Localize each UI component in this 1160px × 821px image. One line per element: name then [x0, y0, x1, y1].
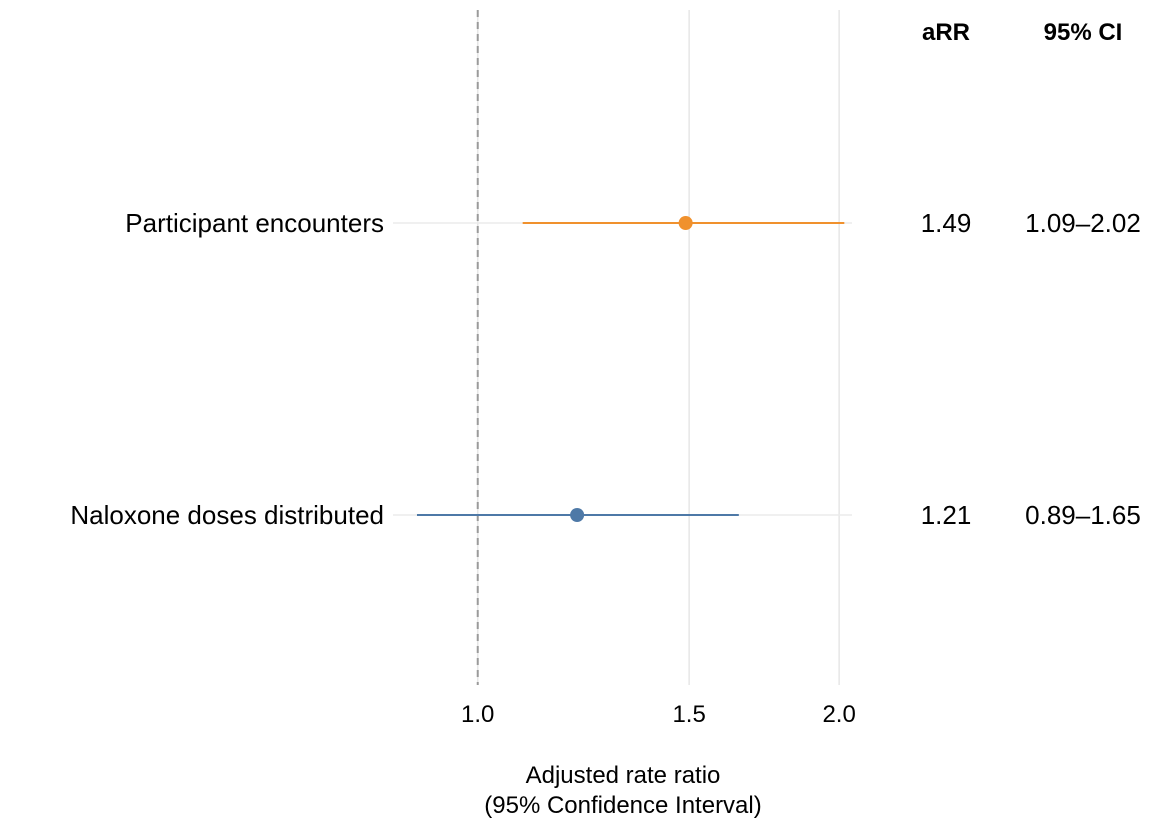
- x-tick-label: 1.0: [461, 701, 494, 728]
- estimate-value: 1.21: [921, 500, 972, 530]
- x-axis-title-line2: (95% Confidence Interval): [484, 792, 761, 819]
- x-tick-label: 1.5: [672, 701, 705, 728]
- row-0: Participant encounters 1.49 1.09–2.02: [125, 208, 1141, 238]
- x-axis-title-line1: Adjusted rate ratio: [526, 762, 721, 789]
- x-tick-label: 2.0: [822, 701, 855, 728]
- ci-column-header: 95% CI: [1044, 19, 1123, 46]
- row-label: Naloxone doses distributed: [70, 500, 384, 530]
- point-estimate: [678, 216, 693, 230]
- ci-value: 1.09–2.02: [1025, 208, 1141, 238]
- ci-value: 0.89–1.65: [1025, 500, 1141, 530]
- x-axis-ticks: 1.0 1.5 2.0: [461, 701, 856, 728]
- estimate-column-header: aRR: [922, 19, 970, 46]
- data-rows: Participant encounters 1.49 1.09–2.02 Nalox…: [70, 208, 1140, 530]
- row-1: Naloxone doses distributed 1.21 0.89–1.65: [70, 500, 1140, 530]
- estimate-value: 1.49: [921, 208, 972, 238]
- row-label: Participant encounters: [125, 208, 384, 238]
- grid-lines: [393, 10, 852, 685]
- point-estimate: [570, 508, 585, 522]
